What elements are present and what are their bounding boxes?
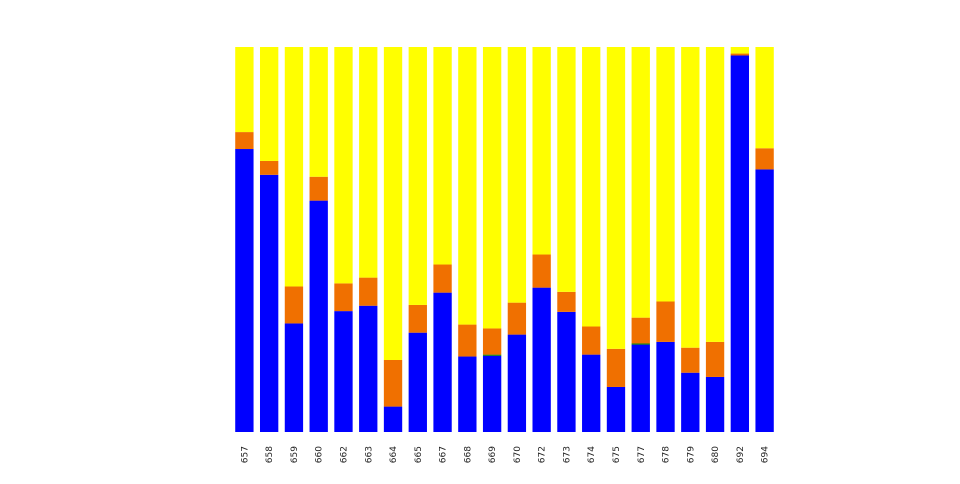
bar-segment-668-series-4 xyxy=(458,47,477,325)
bar-segment-669-series-3 xyxy=(482,328,502,355)
bar-segment-665-series-3 xyxy=(408,304,427,333)
bar-segment-694-series-1 xyxy=(755,169,774,432)
x-tick-label-675: 675 xyxy=(612,446,622,463)
bar-segment-663-series-3 xyxy=(359,277,378,306)
bar-segment-669-series-4 xyxy=(482,47,502,329)
bar-segment-670-series-4 xyxy=(507,47,527,303)
bar-segment-657-series-4 xyxy=(235,47,254,133)
bar-segment-668-series-1 xyxy=(458,356,477,432)
bar-segment-664-series-3 xyxy=(383,360,403,407)
bar-segment-672-series-3 xyxy=(532,254,551,288)
x-tick-label-659: 659 xyxy=(290,446,300,463)
bar-segment-669-series-2 xyxy=(482,354,502,356)
bar-segment-677-series-4 xyxy=(631,47,650,318)
bar-segment-659-series-4 xyxy=(284,47,304,287)
bar-segment-663-series-4 xyxy=(359,47,378,278)
bar-segment-664-series-4 xyxy=(383,47,403,360)
x-tick-label-657: 657 xyxy=(240,446,250,463)
bar-segment-692-series-1 xyxy=(730,55,750,432)
x-tick-label-692: 692 xyxy=(736,446,746,463)
bar-segment-678-series-3 xyxy=(656,301,675,342)
bar-segment-673-series-4 xyxy=(557,47,576,292)
bar-segment-658-series-3 xyxy=(259,160,279,175)
bar-segment-675-series-1 xyxy=(606,386,626,432)
x-tick-label-665: 665 xyxy=(414,446,424,463)
bar-segment-659-series-3 xyxy=(284,286,304,324)
bar-segment-662-series-1 xyxy=(334,311,353,432)
bar-segment-694-series-4 xyxy=(755,47,774,149)
bar-segment-672-series-1 xyxy=(532,287,551,433)
bar-segment-664-series-1 xyxy=(383,406,403,432)
bar-segment-680-series-3 xyxy=(705,341,725,377)
x-tick-label-673: 673 xyxy=(562,446,572,463)
bar-segment-677-series-3 xyxy=(631,317,650,344)
bar-segment-692-series-4 xyxy=(730,47,750,54)
bar-segment-659-series-1 xyxy=(284,323,304,432)
x-tick-label-694: 694 xyxy=(761,446,771,463)
x-tick-label-668: 668 xyxy=(463,446,473,463)
bar-segment-692-series-3 xyxy=(730,53,750,56)
x-tick-label-679: 679 xyxy=(686,446,696,463)
bar-segment-660-series-1 xyxy=(309,200,328,432)
bar-segment-663-series-1 xyxy=(359,305,378,432)
bar-segment-660-series-3 xyxy=(309,176,328,201)
bar-segment-679-series-3 xyxy=(681,347,700,373)
bar-segment-677-series-2 xyxy=(631,343,650,345)
bar-segment-670-series-3 xyxy=(507,302,527,335)
x-tick-label-663: 663 xyxy=(364,446,374,463)
bar-segment-680-series-1 xyxy=(705,376,725,432)
bar-segment-694-series-3 xyxy=(755,148,774,170)
x-tick-label-667: 667 xyxy=(439,446,449,463)
bar-segment-660-series-4 xyxy=(309,47,328,177)
x-tick-label-674: 674 xyxy=(587,446,597,463)
x-tick-label-664: 664 xyxy=(389,446,399,463)
bar-segment-662-series-4 xyxy=(334,47,353,284)
bar-segment-658-series-1 xyxy=(259,174,279,432)
bar-segment-662-series-3 xyxy=(334,283,353,312)
bar-segment-675-series-3 xyxy=(606,348,626,387)
x-tick-label-680: 680 xyxy=(711,446,721,463)
x-tick-label-662: 662 xyxy=(339,446,349,463)
bar-segment-677-series-1 xyxy=(631,344,650,432)
bar-segment-667-series-4 xyxy=(433,47,452,265)
bar-segment-673-series-1 xyxy=(557,311,576,432)
bar-segment-673-series-3 xyxy=(557,291,576,312)
bar-segment-674-series-4 xyxy=(582,47,601,327)
bar-segment-672-series-4 xyxy=(532,47,551,255)
x-tick-label-658: 658 xyxy=(265,446,275,463)
bar-segment-680-series-4 xyxy=(705,47,725,342)
bar-segment-658-series-4 xyxy=(259,47,279,161)
bar-segment-674-series-1 xyxy=(582,354,601,432)
bar-segment-679-series-4 xyxy=(681,47,700,348)
bar-segment-667-series-1 xyxy=(433,292,452,432)
bar-segment-657-series-1 xyxy=(235,149,254,432)
x-tick-label-678: 678 xyxy=(662,446,672,463)
bar-segment-665-series-1 xyxy=(408,332,427,432)
bar-segment-675-series-4 xyxy=(606,47,626,349)
x-tick-label-670: 670 xyxy=(513,446,523,463)
bar-segment-670-series-1 xyxy=(507,334,527,432)
bar-segment-678-series-1 xyxy=(656,341,675,432)
bar-segment-669-series-1 xyxy=(482,355,502,432)
bar-segment-674-series-3 xyxy=(582,326,601,355)
bar-segment-679-series-1 xyxy=(681,372,700,432)
x-tick-label-677: 677 xyxy=(637,446,647,463)
bar-segment-668-series-3 xyxy=(458,324,477,357)
x-tick-label-669: 669 xyxy=(488,446,498,463)
bar-segment-678-series-4 xyxy=(656,47,675,302)
bar-segment-665-series-4 xyxy=(408,47,427,305)
x-tick-label-672: 672 xyxy=(538,446,548,463)
x-tick-label-660: 660 xyxy=(315,446,325,463)
bar-segment-657-series-3 xyxy=(235,132,254,150)
bar-segment-667-series-3 xyxy=(433,264,452,293)
